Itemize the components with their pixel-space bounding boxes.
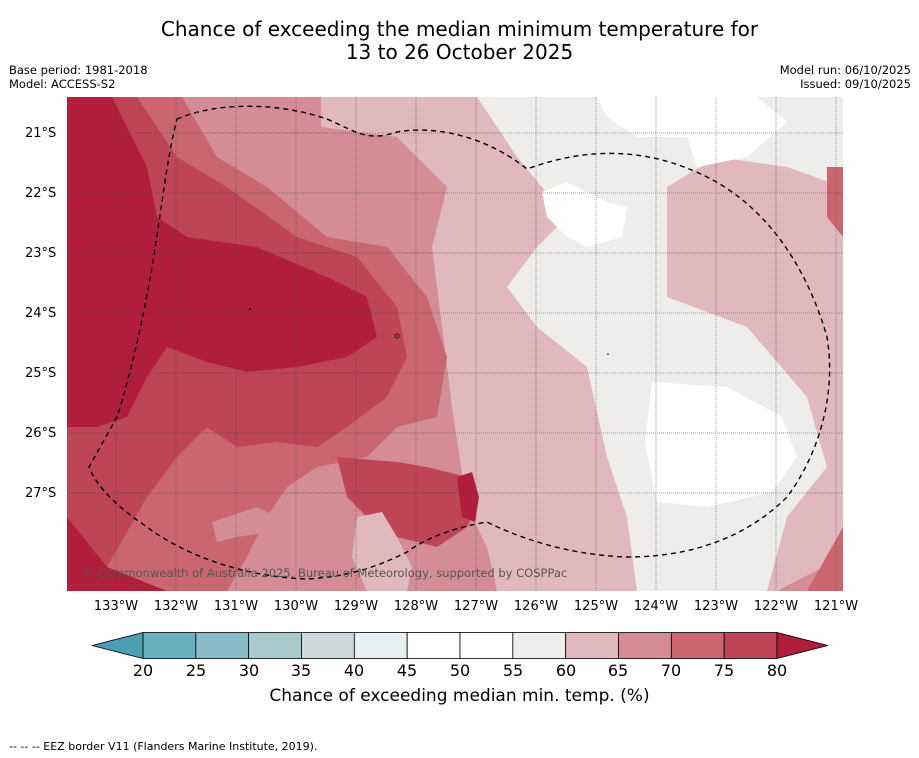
- colorbar-segment: [406, 632, 461, 659]
- colorbar-segment: [248, 632, 302, 659]
- lon-label: 131°W: [213, 599, 259, 614]
- colorbar: [91, 632, 829, 660]
- zone-45-55-north: [597, 97, 787, 167]
- lon-label: 123°W: [693, 599, 739, 614]
- lon-label: 133°W: [93, 599, 139, 614]
- eez-legend: -- -- -- EEZ border V11 (Flanders Marine…: [9, 740, 318, 753]
- lat-label: 23°S: [25, 246, 57, 261]
- lat-label: 26°S: [25, 426, 57, 441]
- colorbar-segment: [723, 632, 778, 659]
- base-period: Base period: 1981-2018: [9, 63, 148, 77]
- chart-title-line2: 13 to 26 October 2025: [345, 40, 574, 64]
- colorbar-tick-label: 25: [185, 661, 207, 680]
- island-dot-2: [394, 333, 400, 339]
- zone-80-plus-core: [457, 472, 479, 522]
- island-dot-1: [249, 308, 251, 310]
- lat-label: 27°S: [25, 486, 57, 501]
- latitude-gridlines: [67, 132, 843, 494]
- colorbar-tick-label: 30: [238, 661, 260, 680]
- zone-80-plus: [67, 97, 377, 427]
- lon-label: 126°W: [513, 599, 559, 614]
- colorbar-low-extend: [91, 632, 144, 660]
- colorbar-tick-label: 50: [449, 661, 471, 680]
- zone-80-plus-sw: [67, 517, 167, 591]
- colorbar-tick-label: 55: [502, 661, 524, 680]
- colorbar-segment: [301, 632, 355, 659]
- meta-right: Model run: 06/10/2025 Issued: 09/10/2025: [780, 63, 911, 91]
- model-name: Model: ACCESS-S2: [9, 77, 116, 91]
- zone-70-75-ne: [827, 167, 843, 237]
- chart-title-line1: Chance of exceeding the median minimum t…: [160, 17, 759, 41]
- colorbar-segment: [565, 632, 619, 659]
- colorbar-tick-label: 45: [396, 661, 418, 680]
- issued-date: Issued: 09/10/2025: [800, 77, 911, 91]
- lon-label: 124°W: [633, 599, 679, 614]
- zone-70-75-se: [807, 527, 843, 591]
- colorbar-label: Chance of exceeding median min. temp. (%…: [269, 686, 650, 706]
- zone-75-80-south: [337, 457, 477, 547]
- colorbar-segment: [353, 632, 408, 659]
- lat-label: 25°S: [25, 366, 57, 381]
- copyright-text: © Commonwealth of Australia 2025, Bureau…: [83, 566, 568, 580]
- patch-65-light: [352, 512, 412, 591]
- colorbar-segment: [512, 632, 567, 659]
- lon-label: 128°W: [393, 599, 439, 614]
- colorbar-high-extend: [776, 632, 829, 660]
- colorbar-tick-label: 75: [713, 661, 735, 680]
- colorbar-segment: [195, 632, 250, 659]
- colorbar-segment: [618, 632, 672, 659]
- lat-label: 22°S: [25, 186, 57, 201]
- zone-45-55-east: [645, 382, 797, 507]
- chart-title: Chance of exceeding the median minimum t…: [0, 18, 919, 64]
- colorbar-tick-label: 40: [343, 661, 365, 680]
- colorbar-segment: [459, 632, 514, 659]
- map-canvas: [67, 97, 843, 591]
- patch-65-west: [212, 507, 277, 542]
- colorbar-tick-label: 80: [766, 661, 788, 680]
- colorbar-tick-label: 35: [290, 661, 312, 680]
- lon-label: 129°W: [333, 599, 379, 614]
- lon-label: 125°W: [573, 599, 619, 614]
- longitude-gridlines: [115, 97, 837, 591]
- colorbar-tick-label: 65: [607, 661, 629, 680]
- island-dot-3: [607, 353, 609, 355]
- colorbar-tick-label: 20: [132, 661, 154, 680]
- lon-label: 121°W: [813, 599, 859, 614]
- colorbar-tick-label: 70: [660, 661, 682, 680]
- meta-left: Base period: 1981-2018 Model: ACCESS-S2: [9, 63, 148, 91]
- colorbar-segment: [142, 632, 197, 659]
- lon-label: 122°W: [753, 599, 799, 614]
- model-run: Model run: 06/10/2025: [779, 63, 911, 77]
- colorbar-segment: [670, 632, 725, 659]
- lon-label: 130°W: [273, 599, 319, 614]
- lon-label: 127°W: [453, 599, 499, 614]
- lat-label: 21°S: [25, 126, 57, 141]
- colorbar-tick-label: 60: [555, 661, 577, 680]
- probability-map: [67, 97, 843, 591]
- lat-label: 24°S: [25, 306, 57, 321]
- lon-label: 132°W: [153, 599, 199, 614]
- zone-45-55-notch: [542, 182, 627, 247]
